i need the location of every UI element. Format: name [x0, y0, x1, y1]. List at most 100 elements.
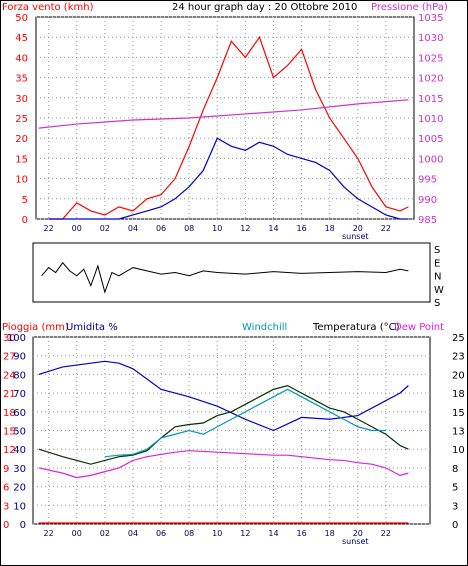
panel3-rain-tick-label: 24 [3, 370, 16, 381]
panel3-x-tick-label: 04 [128, 529, 138, 538]
panel3-rain-tick-label: 3 [3, 501, 9, 512]
panel3-x-tick-label: 02 [100, 529, 110, 538]
panel1-right-tick-label: 1005 [418, 134, 443, 145]
panel3-rain-tick-label: 0 [3, 520, 9, 531]
panel1-right-tick-label: 990 [418, 195, 437, 206]
panel1-x-tick-label: 18 [325, 224, 335, 233]
panel3-x-ticks: 22 00 02 04 06 08 10 12 14 16 18 20 22 [44, 529, 391, 538]
panel3-rain-tick-label: 15 [3, 427, 16, 438]
panel3-humidity-tick-label: 80 [13, 370, 26, 381]
panel1-sunset-label: sunset [342, 232, 369, 241]
panel3-rain-label: Pioggia (mm) [2, 322, 69, 333]
panel3-temperature-tick-label: 0 [452, 520, 458, 531]
panel3-temperature-tick-label: 3 [452, 501, 458, 512]
panel3-humidity-tick-label: 0 [20, 520, 26, 531]
panel3-humidity-tick-label: 60 [13, 408, 26, 419]
panel3-x-tick-label: 12 [240, 529, 250, 538]
panel1-x-tick-label: 16 [296, 224, 306, 233]
panel3-rain-tick-label: 18 [3, 408, 16, 419]
panel3-humidity-tick-label: 70 [13, 389, 26, 400]
panel2-direction-label: S [434, 245, 440, 256]
panel3-temperature-tick-label: 18 [452, 389, 465, 400]
panel3-temperature-tick-label: 15 [452, 408, 465, 419]
panel3-dewpoint-label: Dew Point [394, 322, 444, 333]
panel1-title: 24 hour graph day : 20 Ottobre 2010 [172, 2, 357, 13]
panel1-right-tick-label: 1015 [418, 94, 443, 105]
panel3-rain-tick-label: 6 [3, 483, 9, 494]
panel3-x-tick-label: 18 [325, 529, 335, 538]
panel1-x-tick-label: 22 [381, 224, 391, 233]
panel1-right-tick-label: 1025 [418, 53, 443, 64]
panel1-left-tick-label: 45 [15, 33, 28, 44]
panel3-humidity-tick-label: 30 [13, 464, 26, 475]
panel1-right-tick-label: 985 [418, 215, 437, 226]
panel1-y-left-ticks: 0 5 10 15 20 25 30 35 40 45 50 [15, 13, 28, 226]
panel3-humidity-tick-label: 20 [13, 483, 26, 494]
panel1-x-tick-label: 00 [72, 224, 82, 233]
panel3-border [32, 336, 431, 525]
panel1-series-line [38, 99, 409, 129]
panel3-humidity-tick-label: 90 [13, 352, 26, 363]
panel3-humidity-tick-label: 100 [7, 333, 26, 344]
panel1-right-tick-label: 1020 [418, 74, 443, 85]
panel3-humidity-tick-label: 10 [13, 501, 26, 512]
panel1-x-tick-label: 06 [156, 224, 166, 233]
panel3-x-tick-label: 20 [353, 529, 363, 538]
panel1-x-tick-label: 22 [44, 224, 54, 233]
panel3-series [38, 360, 409, 524]
panel1-x-tick-label: 10 [212, 224, 222, 233]
panel3-sunset-label: sunset [342, 537, 369, 546]
panel3-x-tick-label: 16 [296, 529, 306, 538]
panel1-series-line [48, 35, 409, 220]
panel3-humidity-tick-label: 50 [13, 427, 26, 438]
panel3-temperature-tick-label: 25 [452, 333, 465, 344]
panel1-x-tick-label: 04 [128, 224, 138, 233]
panel1-right-tick-label: 1000 [418, 154, 443, 165]
panel3-x-tick-label: 22 [44, 529, 54, 538]
panel3-temperature-ticks: 0 3 5 8 10 13 15 18 20 23 25 [452, 333, 465, 531]
panel3-series-line [104, 388, 386, 458]
panel3-humidity-label: Umidita % [66, 322, 118, 333]
panel3-series-line [38, 384, 409, 465]
panel2-direction-label: S [434, 298, 440, 309]
panel3-series-line [38, 360, 409, 432]
panel3-humidity-tick-label: 40 [13, 445, 26, 456]
panel1-grid [36, 16, 414, 220]
panel1-left-tick-label: 15 [15, 154, 28, 165]
panel3-series-line [38, 450, 409, 479]
panel1-left-tick-label: 5 [22, 195, 28, 206]
panel3-rain-tick-label: 12 [3, 445, 16, 456]
panel1-x-tick-label: 02 [100, 224, 110, 233]
panel1-series [38, 35, 409, 220]
panel3-x-tick-label: 10 [212, 529, 222, 538]
panel3-temperature-tick-label: 5 [452, 483, 458, 494]
panel3-x-tick-label: 22 [381, 529, 391, 538]
panel1-y-right-ticks: 985 990 995 1000 1005 1010 1015 1020 1025 1030 103… [418, 13, 443, 226]
panel1-series-line [48, 137, 409, 220]
panel3-temperature-tick-label: 8 [452, 464, 458, 475]
panel3-x-tick-label: 14 [268, 529, 278, 538]
panel2-direction-label: N [434, 272, 441, 283]
panel1-left-tick-label: 25 [15, 114, 28, 125]
panel2-series [41, 261, 409, 294]
panel3-windchill-label: Windchill [242, 322, 287, 333]
panel3-x-tick-label: 06 [156, 529, 166, 538]
panel3-temperature-label: Temperatura (°C) [312, 322, 400, 333]
panel3-rain-tick-label: 30 [3, 333, 16, 344]
panel3-x-tick-label: 08 [184, 529, 194, 538]
panel3-rain-tick-label: 9 [3, 464, 9, 475]
panel1-right-tick-label: 1010 [418, 114, 443, 125]
panel1-right-tick-label: 1030 [418, 33, 443, 44]
panel3-temperature-tick-label: 23 [452, 352, 465, 363]
panel1-left-tick-label: 35 [15, 74, 28, 85]
panel2-direction-label: W [434, 285, 444, 296]
panel1-right-axis-label: Pressione (hPa) [371, 2, 448, 13]
panel1-right-tick-label: 995 [418, 175, 437, 186]
panel1-border [35, 16, 415, 220]
panel1-x-ticks: 22 00 02 04 06 08 10 12 14 16 18 20 22 [44, 224, 391, 233]
